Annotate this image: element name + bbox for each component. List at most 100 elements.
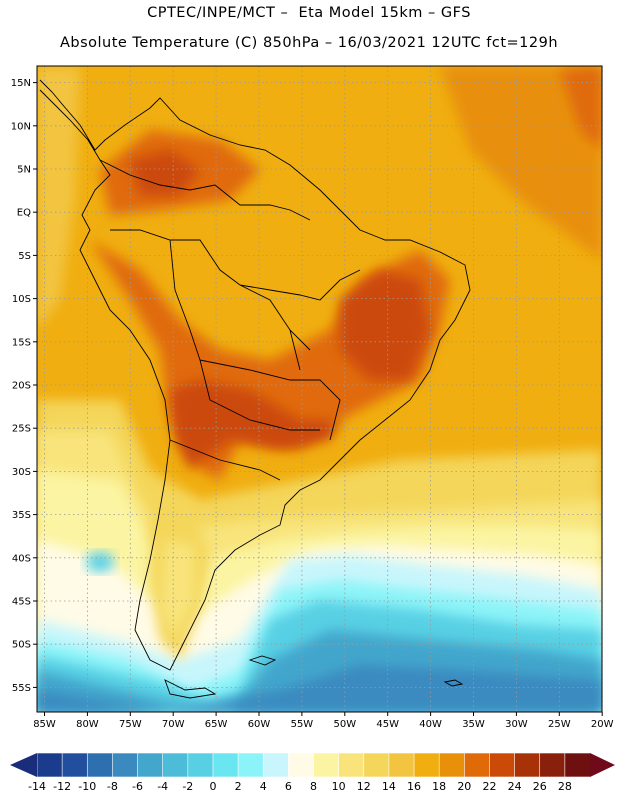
field-south-minus8-minus6 xyxy=(37,665,602,712)
lat-label: 5N xyxy=(17,165,31,176)
colorbar-tick-label: 22 xyxy=(482,780,496,793)
colorbar-cell xyxy=(313,752,340,778)
colorbar-tick-label: 18 xyxy=(432,780,446,793)
lat-label: 5S xyxy=(18,251,31,262)
title-line-2: Absolute Temperature (C) 850hPa – 16/03/… xyxy=(59,35,559,51)
colorbar-cell xyxy=(288,752,315,778)
south-georgia xyxy=(443,679,464,687)
colorbar-cell xyxy=(36,752,63,778)
lat-label: 15N xyxy=(11,78,31,89)
falkland-islands xyxy=(248,655,277,666)
colorbar-cell xyxy=(137,752,164,778)
colorbar-high-arrow xyxy=(590,753,615,777)
colorbar-tick-label: 14 xyxy=(382,780,396,793)
lon-label: 85W xyxy=(33,719,56,730)
colorbar-tick-label: 4 xyxy=(260,780,267,793)
colorbar-cell xyxy=(162,752,189,778)
colorbar-cell xyxy=(112,752,139,778)
colorbar-cell xyxy=(237,752,265,778)
lat-label: 15S xyxy=(12,337,31,348)
lat-label: 50S xyxy=(12,640,31,651)
colorbar: -14 -12 -10 -8 -6 -4 -2 0 2 4 6 8 10 12 14 16 18 20 22 24 26… xyxy=(10,752,615,793)
lat-label: 40S xyxy=(12,553,31,564)
lon-label: 70W xyxy=(162,719,185,730)
country-borders xyxy=(99,159,361,481)
colorbar-cell xyxy=(262,752,290,778)
lat-label: 35S xyxy=(12,510,31,521)
field-patagonia-10-12 xyxy=(160,540,195,640)
colorbar-cell xyxy=(539,752,566,778)
colorbar-tick-label: 6 xyxy=(285,780,292,793)
field-cold-spot xyxy=(86,552,114,572)
tierra-del-fuego xyxy=(164,679,217,699)
colorbar-cell xyxy=(187,752,214,778)
lon-label: 25W xyxy=(548,719,571,730)
field-hot-brazil-22-24 xyxy=(340,270,430,380)
lat-label: EQ xyxy=(17,208,31,219)
colorbar-tick-label: 16 xyxy=(407,780,421,793)
field-northeast-18-20 xyxy=(440,66,602,260)
lon-label: 20W xyxy=(591,719,614,730)
colorbar-cell xyxy=(464,752,491,778)
colorbar-tick-label: 8 xyxy=(310,780,317,793)
lat-label: 45S xyxy=(12,597,31,608)
colorbar-tick-label: -4 xyxy=(157,780,168,793)
colorbar-cell xyxy=(438,752,466,778)
map-frame xyxy=(36,65,603,713)
lat-label: 55S xyxy=(12,683,31,694)
colorbar-tick-label: 0 xyxy=(209,780,216,793)
colorbar-tick-label: -8 xyxy=(107,780,118,793)
colorbar-tick-label: 26 xyxy=(533,780,547,793)
field-northwest-14-16 xyxy=(37,66,80,330)
colorbar-tick-label: -10 xyxy=(78,780,96,793)
lon-label: 75W xyxy=(119,719,142,730)
lon-label: 60W xyxy=(248,719,271,730)
temperature-field xyxy=(37,66,602,712)
lon-label: 55W xyxy=(291,719,314,730)
colorbar-cell xyxy=(413,752,440,778)
colorbar-tick-label: -14 xyxy=(28,780,46,793)
colorbar-tick-label: 28 xyxy=(558,780,572,793)
lat-label: 10S xyxy=(12,294,31,305)
longitude-labels: 85W 80W 75W 70W 65W 60W 55W 50W 45W 40W 35W 30W 25W 2… xyxy=(33,712,614,730)
lat-label: 25S xyxy=(12,424,31,435)
lat-label: 20S xyxy=(12,381,31,392)
colorbar-cell xyxy=(489,752,516,778)
colorbar-cell xyxy=(338,752,365,778)
lon-label: 80W xyxy=(76,719,99,730)
colorbar-tick-label: 20 xyxy=(457,780,471,793)
colorbar-tick-label: 10 xyxy=(332,780,346,793)
coastline-outline xyxy=(39,79,471,699)
lon-label: 40W xyxy=(419,719,442,730)
lon-label: 65W xyxy=(205,719,228,730)
colorbar-cells xyxy=(36,752,591,778)
lon-label: 45W xyxy=(376,719,399,730)
colorbar-tick-label: 12 xyxy=(357,780,371,793)
field-northeast-20-22 xyxy=(560,66,602,150)
title-line-1: CPTEC/INPE/MCT – Eta Model 15km – GFS xyxy=(147,5,471,21)
colorbar-tick-label: 24 xyxy=(508,780,522,793)
colorbar-cell xyxy=(212,752,239,778)
colorbar-cell xyxy=(61,752,89,778)
lon-label: 35W xyxy=(462,719,485,730)
temperature-map: 15N 10N 5N EQ 5S 10S 15S 20S 25S 30S 35S 40S 45S 50S 5… xyxy=(11,65,614,730)
latitude-labels: 15N 10N 5N EQ 5S 10S 15S 20S 25S 30S 35S 40S 45S 50S 5… xyxy=(11,78,37,694)
colorbar-tick-label: -12 xyxy=(53,780,71,793)
colorbar-cell xyxy=(86,752,114,778)
south-america-coastline xyxy=(39,79,471,671)
lon-label: 50W xyxy=(333,719,356,730)
colorbar-tick-label: -2 xyxy=(182,780,193,793)
lon-label: 30W xyxy=(505,719,528,730)
colorbar-cell xyxy=(514,752,541,778)
colorbar-labels: -14 -12 -10 -8 -6 -4 -2 0 2 4 6 8 10 12 14 16 18 20 22 24 26… xyxy=(28,780,572,793)
colorbar-cell xyxy=(564,752,591,778)
lat-label: 30S xyxy=(12,467,31,478)
colorbar-tick-label: -6 xyxy=(132,780,143,793)
field-hot-venezuela xyxy=(130,150,200,195)
colorbar-low-arrow xyxy=(10,753,37,777)
colorbar-tick-label: 2 xyxy=(235,780,242,793)
field-hot-chaco-22-24 xyxy=(170,380,340,470)
lat-label: 10N xyxy=(11,121,31,132)
colorbar-cell xyxy=(388,752,415,778)
colorbar-cell xyxy=(363,752,390,778)
